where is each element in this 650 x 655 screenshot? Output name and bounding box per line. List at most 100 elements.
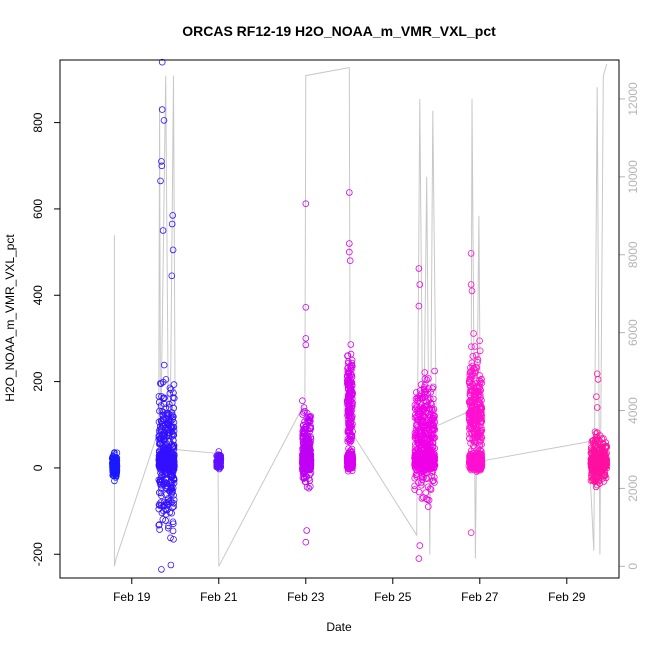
data-point xyxy=(415,461,423,468)
data-point xyxy=(594,443,602,451)
data-point xyxy=(594,376,602,383)
flight-rf14-series xyxy=(213,448,225,473)
data-point xyxy=(421,382,429,389)
data-point xyxy=(412,443,419,451)
data-point xyxy=(602,444,609,452)
data-point xyxy=(301,429,308,436)
data-point xyxy=(471,459,479,467)
data-point xyxy=(475,382,483,390)
data-point xyxy=(421,428,429,435)
data-point xyxy=(169,472,176,480)
data-point xyxy=(346,415,354,423)
data-point xyxy=(603,458,610,466)
data-point xyxy=(347,350,355,358)
data-point xyxy=(424,503,432,511)
data-point xyxy=(418,472,426,480)
data-point xyxy=(471,343,479,350)
data-point xyxy=(591,448,598,456)
data-point xyxy=(169,527,177,535)
data-point xyxy=(305,417,313,424)
data-point xyxy=(162,506,170,514)
data-point xyxy=(165,453,173,461)
data-point xyxy=(169,443,176,451)
data-point xyxy=(157,499,164,506)
data-point xyxy=(430,414,438,422)
data-point xyxy=(305,484,313,492)
data-point xyxy=(163,498,171,506)
data-point xyxy=(472,352,480,359)
y-tick-label: 400 xyxy=(31,285,45,305)
data-point xyxy=(470,364,478,372)
data-point xyxy=(170,503,178,510)
data-point xyxy=(305,464,312,472)
data-point xyxy=(168,409,176,416)
data-point xyxy=(468,343,475,351)
data-point xyxy=(593,481,601,489)
data-point xyxy=(160,395,167,403)
data-point xyxy=(302,538,310,546)
data-point xyxy=(348,432,356,440)
data-point xyxy=(347,387,355,395)
flight-rf16-series xyxy=(343,189,357,475)
y-tick-label: 600 xyxy=(31,199,45,219)
data-point xyxy=(165,524,172,532)
data-point xyxy=(588,466,596,474)
data-point xyxy=(167,534,174,542)
data-point xyxy=(601,463,609,470)
data-point xyxy=(467,529,475,536)
data-point xyxy=(415,302,423,310)
data-point xyxy=(170,499,178,507)
data-point xyxy=(162,376,170,383)
data-point xyxy=(302,200,310,208)
flight-rf13-series xyxy=(155,58,178,573)
data-point xyxy=(156,407,163,415)
data-point xyxy=(413,401,421,409)
chart-title: ORCAS RF12-19 H2O_NOAA_m_VMR_VXL_pct xyxy=(182,23,496,39)
data-point xyxy=(160,361,168,369)
data-point xyxy=(421,456,428,464)
x-tick-label: Feb 27 xyxy=(461,590,499,604)
data-point xyxy=(346,378,354,386)
data-point xyxy=(343,457,351,465)
data-point xyxy=(170,491,177,499)
data-point xyxy=(346,391,354,398)
data-point xyxy=(345,383,353,391)
data-point xyxy=(343,372,351,380)
data-point xyxy=(307,425,314,433)
data-point xyxy=(167,561,175,569)
flight-rf18-series xyxy=(465,250,486,536)
data-point xyxy=(413,422,420,430)
data-point xyxy=(169,394,177,401)
data-point xyxy=(418,481,425,489)
data-point xyxy=(155,418,163,426)
data-point xyxy=(166,384,174,392)
axes-layer: Feb 19 Feb 21 Feb 23 Feb 25 Feb 27 Feb 29 -200… xyxy=(31,82,640,604)
data-point xyxy=(467,404,475,412)
data-point xyxy=(421,388,428,396)
data-point xyxy=(429,411,437,419)
data-point xyxy=(344,352,352,359)
data-point xyxy=(476,372,484,379)
data-point xyxy=(413,415,420,422)
data-point xyxy=(349,451,356,459)
data-point xyxy=(345,420,352,427)
data-point xyxy=(477,405,485,413)
data-point xyxy=(431,426,439,434)
data-point xyxy=(420,386,428,394)
data-point xyxy=(158,492,165,500)
data-point xyxy=(427,388,435,396)
data-point xyxy=(412,389,420,396)
data-point xyxy=(166,400,173,408)
data-point xyxy=(170,535,177,543)
data-point xyxy=(170,452,178,459)
data-point xyxy=(169,488,176,496)
data-point xyxy=(346,362,354,370)
data-point xyxy=(166,416,173,423)
data-point xyxy=(157,380,164,387)
y2-tick-label: 0 xyxy=(626,563,640,570)
data-point xyxy=(344,460,352,468)
data-point xyxy=(344,406,352,414)
data-point xyxy=(345,393,353,401)
x-tick-label: Feb 21 xyxy=(200,590,238,604)
data-point xyxy=(306,483,314,490)
